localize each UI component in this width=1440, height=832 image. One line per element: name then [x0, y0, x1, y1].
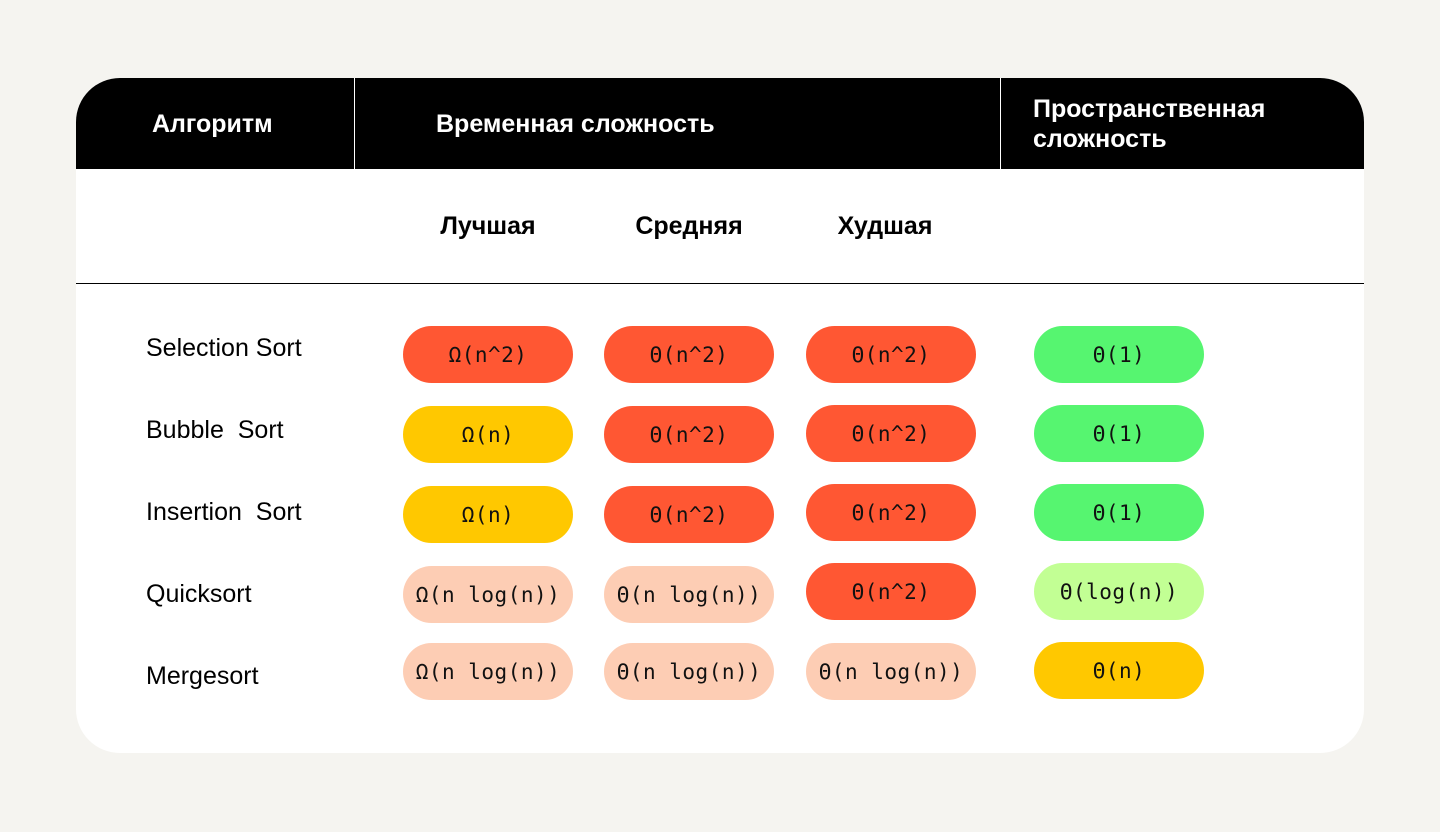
average-case-pill: Θ(n^2) — [604, 486, 774, 543]
worst-case-pill: Θ(n log(n)) — [806, 643, 976, 700]
worst-case-pill: Θ(n^2) — [806, 563, 976, 620]
complexity-table-card: Алгоритм Временная сложность Пространств… — [76, 78, 1364, 753]
header-algorithm: Алгоритм — [152, 109, 273, 138]
table-subheader: Лучшая Средняя Худшая — [76, 169, 1364, 283]
space-complexity-pill: Θ(1) — [1034, 326, 1204, 383]
space-complexity-pill: Θ(n) — [1034, 642, 1204, 699]
space-complexity-pill: Θ(1) — [1034, 484, 1204, 541]
subheader-worst: Худшая — [837, 211, 933, 240]
header-divider — [1000, 78, 1001, 169]
average-case-pill: Θ(n^2) — [604, 406, 774, 463]
worst-case-pill: Θ(n^2) — [806, 405, 976, 462]
algorithm-name: Insertion Sort — [146, 498, 302, 526]
header-time-complexity: Временная сложность — [436, 109, 715, 138]
header-space-complexity: Пространственная сложность — [1033, 94, 1266, 153]
best-case-pill: Ω(n) — [403, 406, 573, 463]
algorithm-name: Bubble Sort — [146, 416, 284, 444]
algorithm-name: Selection Sort — [146, 334, 302, 362]
average-case-pill: Θ(n log(n)) — [604, 566, 774, 623]
worst-case-pill: Θ(n^2) — [806, 326, 976, 383]
average-case-pill: Θ(n^2) — [604, 326, 774, 383]
table-header: Алгоритм Временная сложность Пространств… — [76, 78, 1364, 169]
best-case-pill: Ω(n log(n)) — [403, 643, 573, 700]
subheader-best: Лучшая — [440, 211, 536, 240]
subheader-average: Средняя — [635, 211, 743, 240]
space-complexity-pill: Θ(1) — [1034, 405, 1204, 462]
best-case-pill: Ω(n^2) — [403, 326, 573, 383]
algorithm-name: Quicksort — [146, 580, 252, 608]
best-case-pill: Ω(n) — [403, 486, 573, 543]
header-divider-line — [76, 283, 1364, 284]
worst-case-pill: Θ(n^2) — [806, 484, 976, 541]
header-divider — [354, 78, 355, 169]
algorithm-name: Mergesort — [146, 662, 259, 690]
average-case-pill: Θ(n log(n)) — [604, 643, 774, 700]
best-case-pill: Ω(n log(n)) — [403, 566, 573, 623]
space-complexity-pill: Θ(log(n)) — [1034, 563, 1204, 620]
